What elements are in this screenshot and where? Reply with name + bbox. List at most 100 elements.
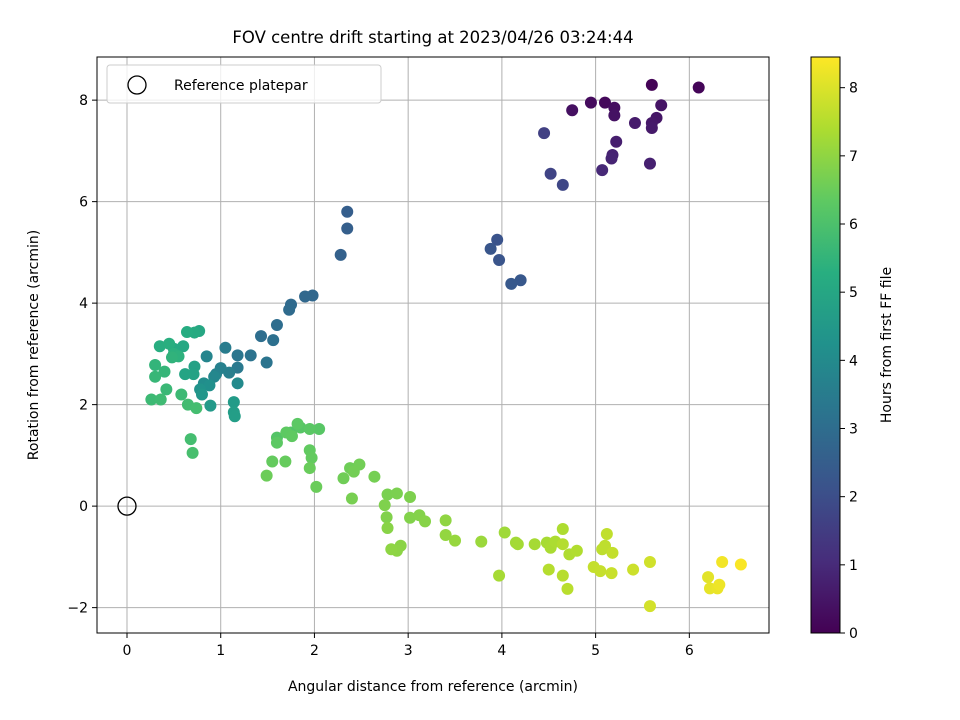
data-point: [160, 383, 173, 396]
data-point: [645, 122, 658, 135]
legend-marker: [127, 75, 147, 95]
data-point: [713, 578, 726, 591]
y-axis-label: Rotation from reference (arcmin): [26, 230, 42, 460]
data-point: [158, 365, 171, 378]
data-point: [596, 164, 609, 177]
y-axis-ticks: −2 0 2 4 6 8: [67, 93, 97, 617]
data-point: [556, 178, 569, 191]
data-point: [584, 96, 597, 109]
data-point: [165, 351, 178, 364]
data-point: [219, 341, 232, 354]
data-point: [385, 543, 398, 556]
data-point: [605, 152, 618, 165]
data-point: [179, 368, 192, 381]
x-tick-label: 5: [591, 643, 600, 659]
data-point: [439, 529, 452, 542]
y-tick-label: 0: [79, 499, 88, 515]
data-point: [149, 370, 162, 383]
x-axis-label: Angular distance from reference (arcmin): [288, 679, 578, 695]
data-point: [310, 480, 323, 493]
data-point: [628, 116, 641, 129]
x-tick-label: 1: [216, 643, 225, 659]
data-point: [231, 349, 244, 362]
data-point: [645, 78, 658, 91]
data-point: [419, 515, 432, 528]
data-point: [528, 538, 541, 551]
data-point: [228, 410, 241, 423]
data-point: [598, 539, 611, 552]
data-point: [175, 388, 188, 401]
data-point: [404, 490, 417, 503]
data-point: [643, 600, 656, 613]
data-point: [303, 462, 316, 475]
plot-frame: [96, 56, 770, 634]
data-point: [227, 396, 240, 409]
data-point: [368, 470, 381, 483]
colorbar-tick-label: 7: [849, 149, 858, 165]
data-point: [195, 388, 208, 401]
data-point: [177, 340, 190, 353]
data-point: [231, 377, 244, 390]
data-point: [255, 330, 268, 343]
data-point: [627, 563, 640, 576]
legend: Reference platepar: [106, 64, 382, 104]
colorbar-gradient: [810, 56, 841, 634]
data-point: [491, 233, 504, 246]
legend-box: [106, 64, 382, 104]
data-point: [378, 499, 391, 512]
data-point: [449, 534, 462, 547]
data-point: [692, 81, 705, 94]
data-point: [381, 488, 394, 501]
colorbar-tick-label: 6: [849, 217, 858, 233]
data-point: [598, 96, 611, 109]
data-point: [244, 349, 257, 362]
y-tick-label: −2: [67, 601, 88, 617]
data-points: [145, 78, 747, 613]
data-point: [313, 422, 326, 435]
data-point: [716, 555, 729, 568]
data-point: [655, 99, 668, 112]
data-point: [270, 436, 283, 449]
data-point: [544, 167, 557, 180]
data-point: [279, 455, 292, 468]
data-point: [341, 205, 354, 218]
data-point: [190, 402, 203, 415]
x-tick-label: 6: [685, 643, 694, 659]
data-point: [203, 379, 216, 392]
data-point: [511, 538, 524, 551]
chart-title: FOV centre drift starting at 2023/04/26 …: [232, 28, 633, 47]
data-point: [605, 567, 618, 580]
data-point: [404, 511, 417, 524]
data-point: [556, 538, 569, 551]
data-point: [260, 469, 273, 482]
data-point: [153, 340, 166, 353]
data-point: [184, 433, 197, 446]
data-point: [149, 359, 162, 372]
data-point: [341, 222, 354, 235]
y-tick-label: 4: [79, 296, 88, 312]
colorbar-tick-label: 4: [849, 353, 858, 369]
x-tick-label: 3: [404, 643, 413, 659]
data-point: [439, 514, 452, 527]
data-point: [538, 127, 551, 140]
y-tick-label: 6: [79, 195, 88, 211]
data-point: [200, 350, 213, 363]
data-point: [594, 565, 607, 578]
data-point: [334, 248, 347, 261]
colorbar-tick-label: 1: [849, 558, 858, 574]
data-point: [643, 555, 656, 568]
data-point: [345, 492, 358, 505]
colorbar: 0 1 2 3 4 5 6 7 8 Hours from first FF file: [810, 56, 895, 642]
data-point: [204, 399, 217, 412]
x-axis-ticks: 0 1 2 3 4 5 6: [123, 633, 694, 659]
data-point: [187, 368, 200, 381]
data-point: [285, 430, 298, 443]
data-point: [484, 242, 497, 255]
colorbar-label: Hours from first FF file: [879, 267, 895, 423]
data-point: [381, 521, 394, 534]
colorbar-tick-label: 5: [849, 285, 858, 301]
data-point: [606, 546, 619, 559]
data-point: [186, 446, 199, 459]
